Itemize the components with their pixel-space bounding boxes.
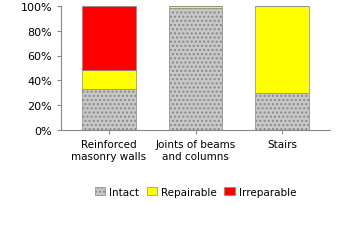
Bar xyxy=(255,7,309,93)
Bar xyxy=(82,71,136,90)
Bar xyxy=(82,7,136,71)
Bar xyxy=(169,7,222,9)
Bar xyxy=(255,93,309,130)
Legend: Intact, Repairable, Irreparable: Intact, Repairable, Irreparable xyxy=(90,183,301,201)
Bar xyxy=(82,90,136,130)
Bar xyxy=(169,9,222,130)
